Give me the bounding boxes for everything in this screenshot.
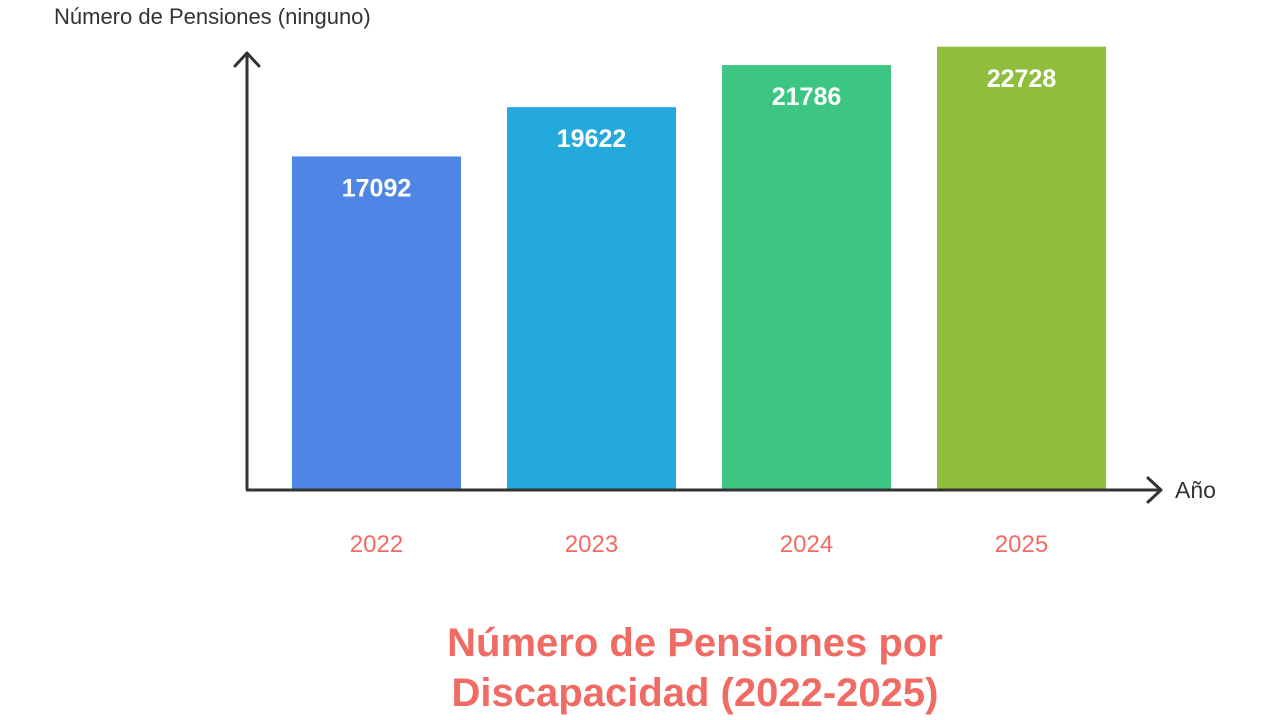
data-label-2022: 17092 [342, 174, 412, 202]
chart-title: Número de Pensiones por Discapacidad (20… [447, 621, 943, 715]
bar-2023 [507, 107, 676, 489]
x-tick-labels: 2022 2023 2024 2025 [350, 531, 1048, 558]
bar-2022 [292, 156, 461, 490]
data-labels: 17092 19622 21786 22728 [342, 65, 1057, 203]
x-axis-label: Año [1175, 477, 1216, 503]
x-tick-label-2025: 2025 [995, 531, 1048, 558]
x-tick-label-2023: 2023 [565, 531, 618, 558]
x-tick-label-2024: 2024 [780, 531, 833, 558]
axes [233, 51, 1163, 504]
bar-2025 [937, 46, 1106, 489]
y-axis-arrow-icon [233, 51, 261, 68]
data-label-2025: 22728 [987, 65, 1057, 93]
x-axis-arrow-icon [1146, 476, 1163, 504]
bar-2024 [722, 65, 891, 489]
data-label-2024: 21786 [772, 83, 842, 111]
y-axis-label: Número de Pensiones (ninguno) [54, 4, 371, 29]
data-label-2023: 19622 [557, 125, 627, 153]
bars [292, 46, 1106, 490]
x-tick-label-2022: 2022 [350, 531, 403, 558]
